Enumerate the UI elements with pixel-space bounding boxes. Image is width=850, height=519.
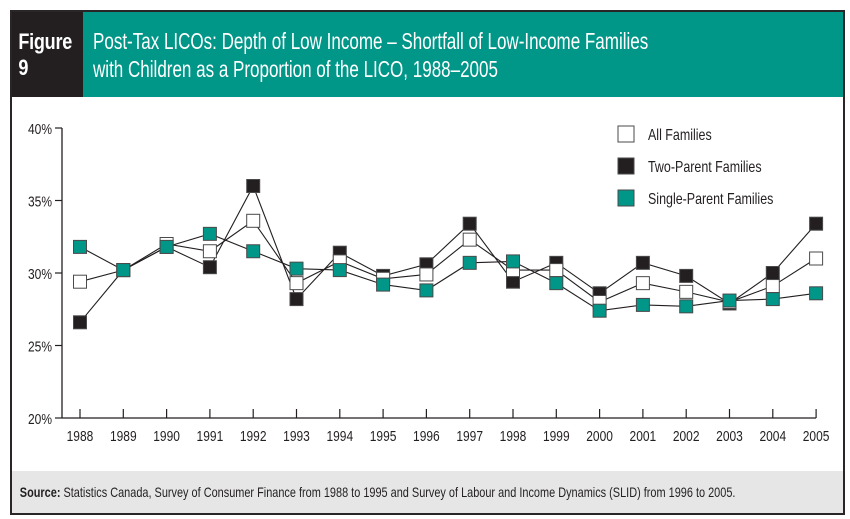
x-tick-label: 1999 xyxy=(543,428,570,445)
series-line-single-parent-families xyxy=(79,233,817,312)
x-tick-label: 1998 xyxy=(500,428,527,445)
marker-all-families xyxy=(765,279,780,294)
marker-single-parent-families xyxy=(722,293,737,308)
x-tick-label: 1994 xyxy=(326,428,353,445)
x-tick-label: 1990 xyxy=(153,428,180,445)
marker-single-parent-families xyxy=(809,286,824,301)
marker-single-parent-families xyxy=(592,303,607,318)
marker-single-parent-families xyxy=(376,277,391,292)
marker-single-parent-families xyxy=(549,276,564,291)
marker-all-families xyxy=(809,251,824,266)
marker-two-parent-families xyxy=(765,266,780,280)
figure-frame: Figure 9 Post-Tax LICOs: Depth of Low In… xyxy=(10,10,845,515)
marker-single-parent-families xyxy=(202,226,217,241)
legend: All Families Two-Parent Families Single-Pa… xyxy=(617,125,773,209)
x-tick-label: 1988 xyxy=(67,428,94,445)
marker-two-parent-families xyxy=(506,274,520,289)
x-tick-label: 2002 xyxy=(673,428,700,445)
series-markers xyxy=(73,179,824,330)
x-tick-label: 1991 xyxy=(197,428,224,445)
marker-all-families xyxy=(246,213,261,228)
x-tick-label: 2001 xyxy=(630,428,657,445)
marker-two-parent-families xyxy=(635,255,650,270)
x-tick-label: 1989 xyxy=(110,428,137,445)
figure-label-text: Figure 9 xyxy=(18,28,73,80)
figure-header: Figure 9 Post-Tax LICOs: Depth of Low In… xyxy=(12,12,843,97)
x-tick-label: 1996 xyxy=(413,428,440,445)
source-note: Source: Statistics Canada, Survey of Con… xyxy=(12,484,736,500)
x-tick-label: 1993 xyxy=(283,428,310,445)
marker-all-families xyxy=(73,274,87,289)
marker-two-parent-families xyxy=(73,315,87,330)
marker-two-parent-families xyxy=(289,292,304,307)
marker-two-parent-families xyxy=(679,268,694,283)
marker-single-parent-families xyxy=(765,292,780,307)
legend-label-two-parent-families: Two-Parent Families xyxy=(648,159,762,177)
marker-single-parent-families xyxy=(116,263,131,278)
title-line-2: with Children as a Proportion of the LIC… xyxy=(92,55,498,82)
marker-two-parent-families xyxy=(202,260,217,275)
x-tick-label: 2005 xyxy=(803,428,830,445)
marker-two-parent-families xyxy=(462,216,477,231)
marker-single-parent-families xyxy=(246,244,261,259)
y-tick-label: 25% xyxy=(28,338,52,355)
marker-all-families xyxy=(679,284,694,299)
marker-two-parent-families xyxy=(246,179,261,193)
figure-title: Post-Tax LICOs: Depth of Low Income – Sh… xyxy=(82,12,843,97)
chart-area: 20% 25% 30% 35% 40% 1988 1989 1990 1991 1992 1993 1… xyxy=(12,97,843,471)
marker-all-families xyxy=(549,263,564,278)
axes: 20% 25% 30% 35% 40% 1988 1989 1990 1991 1992 1993 1… xyxy=(28,121,829,445)
x-tick-label: 1995 xyxy=(370,428,397,445)
source-label: Source: xyxy=(19,484,61,500)
legend-label-single-parent-families: Single-Parent Families xyxy=(648,191,773,209)
marker-all-families xyxy=(202,244,217,259)
title-line-1: Post-Tax LICOs: Depth of Low Income – Sh… xyxy=(92,27,648,54)
series-line-two-parent-families xyxy=(79,184,817,323)
marker-single-parent-families xyxy=(635,297,650,312)
marker-single-parent-families xyxy=(419,283,434,298)
marker-single-parent-families xyxy=(73,239,87,254)
figure-label: Figure 9 xyxy=(12,12,83,97)
marker-all-families xyxy=(289,276,304,291)
line-chart: 20% 25% 30% 35% 40% 1988 1989 1990 1991 1992 1993 1… xyxy=(28,121,829,445)
y-tick-label: 20% xyxy=(28,411,52,428)
y-tick-label: 35% xyxy=(28,193,52,210)
series-lines xyxy=(79,184,817,323)
marker-all-families xyxy=(635,276,650,291)
legend-swatch-all-families xyxy=(617,125,635,143)
legend-swatch-single-parent-families xyxy=(617,189,635,207)
marker-single-parent-families xyxy=(332,263,347,278)
marker-single-parent-families xyxy=(289,261,304,276)
marker-single-parent-families xyxy=(506,254,520,269)
x-tick-label: 2003 xyxy=(716,428,743,445)
x-tick-label: 1997 xyxy=(456,428,483,445)
marker-single-parent-families xyxy=(159,239,174,254)
legend-label-all-families: All Families xyxy=(648,127,712,145)
x-tick-label: 2000 xyxy=(586,428,613,445)
marker-two-parent-families xyxy=(809,216,824,231)
x-tick-label: 2004 xyxy=(759,428,786,445)
marker-single-parent-families xyxy=(462,255,477,270)
series-line-all-families xyxy=(79,220,817,303)
source-footer: Source: Statistics Canada, Survey of Con… xyxy=(12,471,843,513)
marker-all-families xyxy=(462,232,477,247)
marker-all-families xyxy=(419,267,434,282)
y-tick-label: 30% xyxy=(28,266,52,283)
marker-single-parent-families xyxy=(679,299,694,314)
legend-swatch-two-parent-families xyxy=(617,157,635,175)
x-tick-label: 1992 xyxy=(240,428,267,445)
y-tick-label: 40% xyxy=(28,121,52,138)
source-text: Statistics Canada, Survey of Consumer Fi… xyxy=(60,484,736,500)
